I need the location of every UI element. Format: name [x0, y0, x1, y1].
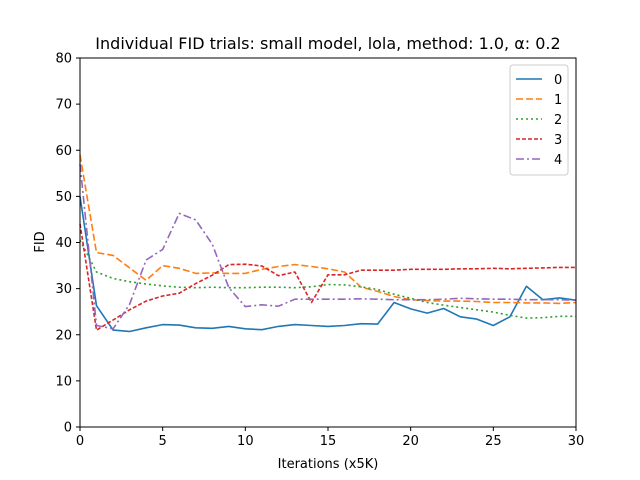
y-tick-label: 10 [55, 374, 72, 389]
legend-label-2: 2 [554, 113, 562, 128]
legend: 0 1 2 3 4 [509, 64, 569, 176]
y-tick-label: 60 [55, 144, 72, 159]
series-line-1 [79, 154, 577, 305]
x-tick-label: 5 [159, 434, 167, 449]
x-tick-label: 0 [76, 434, 84, 449]
x-tick-label: 20 [402, 434, 419, 449]
y-tick-label: 30 [55, 282, 72, 297]
y-axis-label: FID [33, 231, 48, 252]
series-line-2 [79, 239, 576, 319]
y-tick-label: 80 [55, 52, 72, 67]
legend-label-3: 3 [554, 133, 562, 148]
plot-frame [79, 57, 577, 428]
x-tick-label: 25 [485, 434, 502, 449]
x-tick-label: 10 [237, 434, 254, 449]
y-tick-label: 70 [55, 98, 72, 113]
legend-label-1: 1 [554, 93, 562, 108]
x-axis-label: Iterations (x5K) [278, 457, 379, 472]
y-tick-label: 50 [55, 190, 72, 205]
y-tick-label: 40 [55, 236, 72, 251]
x-tick-label: 30 [568, 434, 585, 449]
chart-title: Individual FID trials: small model, lola… [95, 34, 560, 53]
y-tick-label: 0 [64, 421, 72, 436]
y-tick-label: 20 [55, 328, 72, 343]
series-line-3 [79, 223, 576, 331]
series-layer [79, 154, 577, 333]
legend-label-4: 4 [554, 153, 562, 168]
series-line-0 [79, 196, 577, 333]
series-line-4 [79, 164, 577, 330]
legend-frame [509, 64, 569, 176]
x-tick-label: 15 [320, 434, 337, 449]
legend-label-0: 0 [554, 73, 562, 88]
